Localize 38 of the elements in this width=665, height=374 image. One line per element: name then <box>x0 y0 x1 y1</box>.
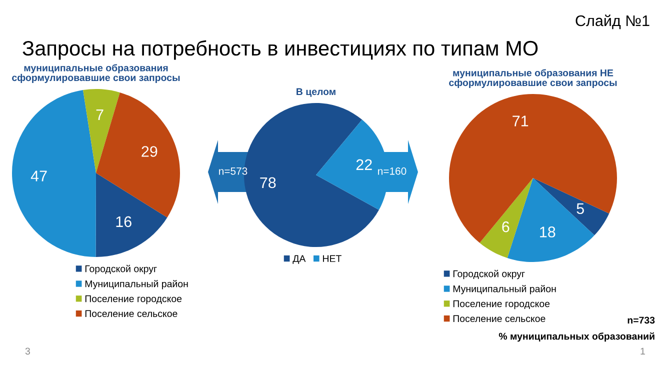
text: 3 <box>25 348 30 355</box>
chart-title: В целом <box>296 88 336 97</box>
data-label: 6 <box>502 221 510 232</box>
legend-label: Муниципальный район <box>85 280 188 290</box>
legend-label: Городской округ <box>453 270 525 280</box>
chart-title: муниципальные образования НЕ сформулировавшие свои запросы <box>449 69 617 88</box>
legend-label: Поселение городское <box>85 295 182 304</box>
legend-label: Поселение сельское <box>85 310 178 318</box>
data-label: 5 <box>576 203 584 214</box>
legend-label: Городской округ <box>85 264 157 274</box>
text: % муниципальных образований <box>498 332 654 342</box>
data-label: 78 <box>260 177 276 188</box>
pie-slice <box>82 89 120 173</box>
text: Слайд №1 <box>576 14 650 30</box>
data-label: 29 <box>142 146 158 157</box>
pie-slice <box>12 90 96 257</box>
legend-label: НЕТ <box>323 255 342 262</box>
text: n=160 <box>378 167 406 175</box>
data-label: 22 <box>356 159 372 170</box>
legend-label: Муниципальный район <box>453 284 556 294</box>
pie-slice <box>96 173 168 257</box>
legend-label: Поселение городское <box>453 300 550 310</box>
data-label: 16 <box>116 216 132 228</box>
legend-label: ДА <box>292 255 306 264</box>
pie-slice <box>96 92 180 218</box>
data-label: 47 <box>30 170 47 182</box>
text: Запросы на потребность в инвестициях по типам МО <box>22 40 538 60</box>
legend-label: Поселение сельское <box>453 315 546 322</box>
pie-slice <box>533 178 610 236</box>
data-label: 7 <box>96 109 104 120</box>
pie-slice <box>480 178 533 258</box>
text: n=573 <box>219 167 248 175</box>
text: 1 <box>640 348 645 355</box>
pie-slice <box>449 94 617 243</box>
chart-title: муниципальные образования сформулировавшие свои запросы <box>12 64 180 83</box>
data-label: 18 <box>540 226 556 238</box>
text: n=733 <box>628 316 655 324</box>
data-label: 71 <box>512 116 528 126</box>
